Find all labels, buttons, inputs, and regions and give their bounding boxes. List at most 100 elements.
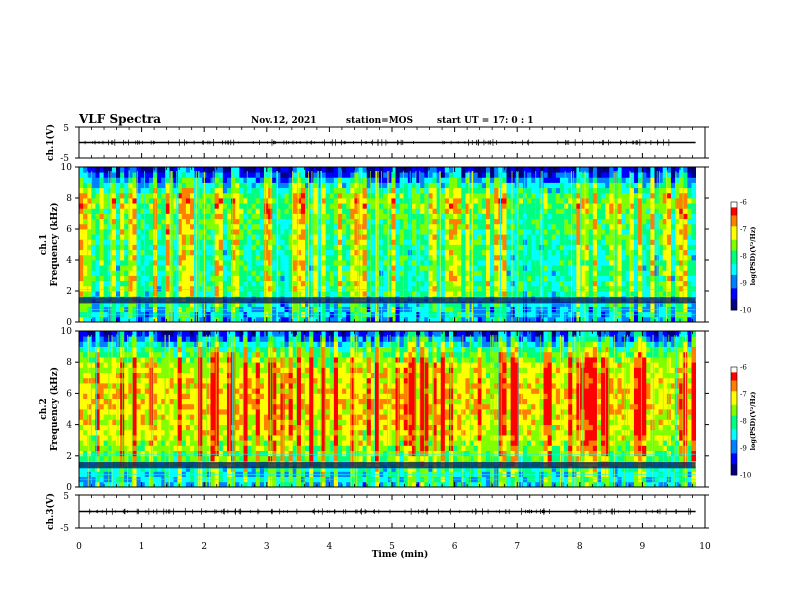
spectrogram-cell [584,316,590,323]
spectrogram-cell [531,172,536,178]
spectrogram-cell [539,172,544,178]
spectrogram-cell [255,249,261,256]
spectrogram-cell [111,234,117,240]
spectrogram-cell [477,265,483,271]
spectrogram-cell [490,260,495,266]
spectrogram-cell [161,213,166,220]
spectrogram-cell [144,265,150,271]
spectrogram-cell [485,260,491,266]
spectrogram-cell [531,192,536,199]
spectrogram-cell [95,280,100,287]
spectrogram-cell [547,254,553,261]
spectrogram-cell [305,254,310,261]
spectrogram-cell [605,218,610,225]
spectrogram-cell [473,285,479,292]
spectrogram-cell [650,218,655,225]
spectrogram-cell [391,218,396,225]
spectrogram-cell [366,192,372,199]
spectrogram-cell [502,192,507,199]
spectrogram-cell [214,291,220,297]
spectrogram-cell [144,229,150,235]
spectrogram-cell [350,275,355,282]
spectrogram-cell [325,213,331,220]
spectrogram-cell [670,285,676,292]
spectrogram-cell [83,244,88,251]
spectrogram-cell [140,203,146,209]
spectrogram-cell [596,218,602,225]
spectrogram-cell [313,285,318,292]
spectrogram-cell [366,239,372,245]
spectrogram-cell [325,260,331,266]
spectrogram-cell [448,223,454,230]
spectrogram-cell [543,280,549,287]
spectrogram-cell [670,239,676,245]
spectrogram-cell [403,198,409,204]
spectrogram-cell [140,198,146,204]
spectrogram-cell [572,229,577,235]
spectrogram-cell [547,239,553,245]
spectrogram-cell [346,249,351,256]
spectrogram-cell [222,167,228,173]
spectrogram-cell [420,239,425,245]
spectrogram-cell [683,223,688,230]
spectrogram-cell [522,316,528,323]
spectrogram-cell [366,213,372,220]
spectrogram-cell [103,223,109,230]
spectrogram-cell [95,182,100,189]
spectrogram-cell [568,301,573,307]
spectrogram-cell [144,177,150,183]
spectrogram-cell [510,316,516,323]
spectrogram-cell [457,249,462,256]
spectrogram-cell [346,218,351,225]
spectrogram-cell [642,244,647,251]
spectrogram-cell [198,249,203,256]
spectrogram-cell [235,172,240,178]
spectrogram-cell [687,234,692,240]
spectrogram-cell [148,234,154,240]
spectrogram-cell [465,244,470,251]
spectrogram-cell [239,254,244,261]
spectrogram-cell [535,203,540,209]
spectrogram-cell [173,275,179,282]
spectrogram-cell [313,316,318,323]
spectrogram-cell [646,198,651,204]
spectrogram-cell [453,198,458,204]
spectrogram-cell [165,301,170,307]
spectrogram-cell [342,198,347,204]
spectrogram-cell [206,254,211,261]
spectrogram-cell [588,192,594,199]
spectrogram-cell [547,234,553,240]
spectrogram-cell [124,301,129,307]
spectrogram-cell [350,285,355,292]
spectrogram-cell [424,203,429,209]
spectrogram-cell [300,239,306,245]
spectrogram-cell [399,167,405,173]
spectrogram-cell [584,218,590,225]
spectrogram-cell [485,203,491,209]
spectrogram-cell [231,239,236,245]
spectrogram-cell [354,285,359,292]
spectrogram-cell [605,254,610,261]
spectrogram-cell [83,167,88,173]
spectrogram-cell [555,182,561,189]
spectrogram-cell [638,218,643,225]
spectrogram-cell [132,265,137,271]
spectrogram-cell [510,239,516,245]
spectrogram-cell [243,249,248,256]
spectrogram-cell [399,198,405,204]
spectrogram-cell [518,198,524,204]
spectrogram-cell [132,254,137,261]
spectrogram-cell [527,285,532,292]
spectrogram-cell [83,260,88,266]
spectrogram-cell [584,182,590,189]
spectrogram-cell [79,275,84,282]
spectrogram-cell [650,167,655,173]
spectrogram-cell [625,187,631,194]
spectrogram-cell [436,177,442,183]
spectrogram-cell [358,172,364,178]
spectrogram-cell [440,223,446,230]
spectrogram-cell [214,301,220,307]
spectrogram-cell [329,234,335,240]
spectrogram-cell [440,172,446,178]
spectrogram-cell [222,254,228,261]
